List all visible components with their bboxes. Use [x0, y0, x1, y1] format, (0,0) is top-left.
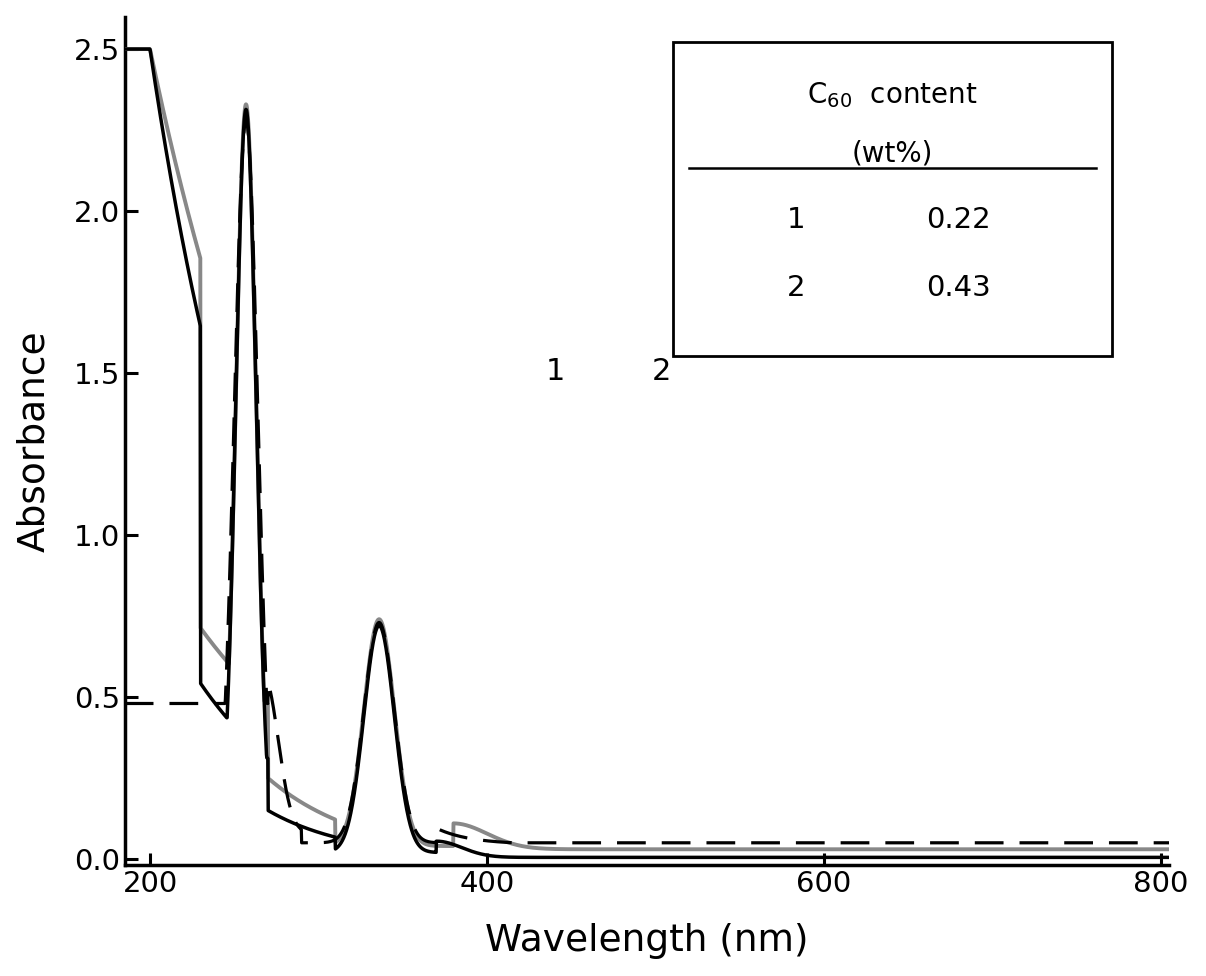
Y-axis label: Absorbance: Absorbance: [17, 330, 53, 551]
FancyBboxPatch shape: [673, 42, 1112, 356]
Text: 1: 1: [786, 206, 806, 234]
Text: C$_{60}$  content: C$_{60}$ content: [807, 80, 978, 110]
Text: 2: 2: [786, 274, 806, 303]
Text: (wt%): (wt%): [851, 140, 933, 168]
Text: 1: 1: [546, 356, 566, 386]
Text: 0.43: 0.43: [926, 274, 990, 303]
Text: 0.22: 0.22: [926, 206, 990, 234]
Text: 2: 2: [652, 356, 672, 386]
X-axis label: Wavelength (nm): Wavelength (nm): [485, 923, 809, 959]
